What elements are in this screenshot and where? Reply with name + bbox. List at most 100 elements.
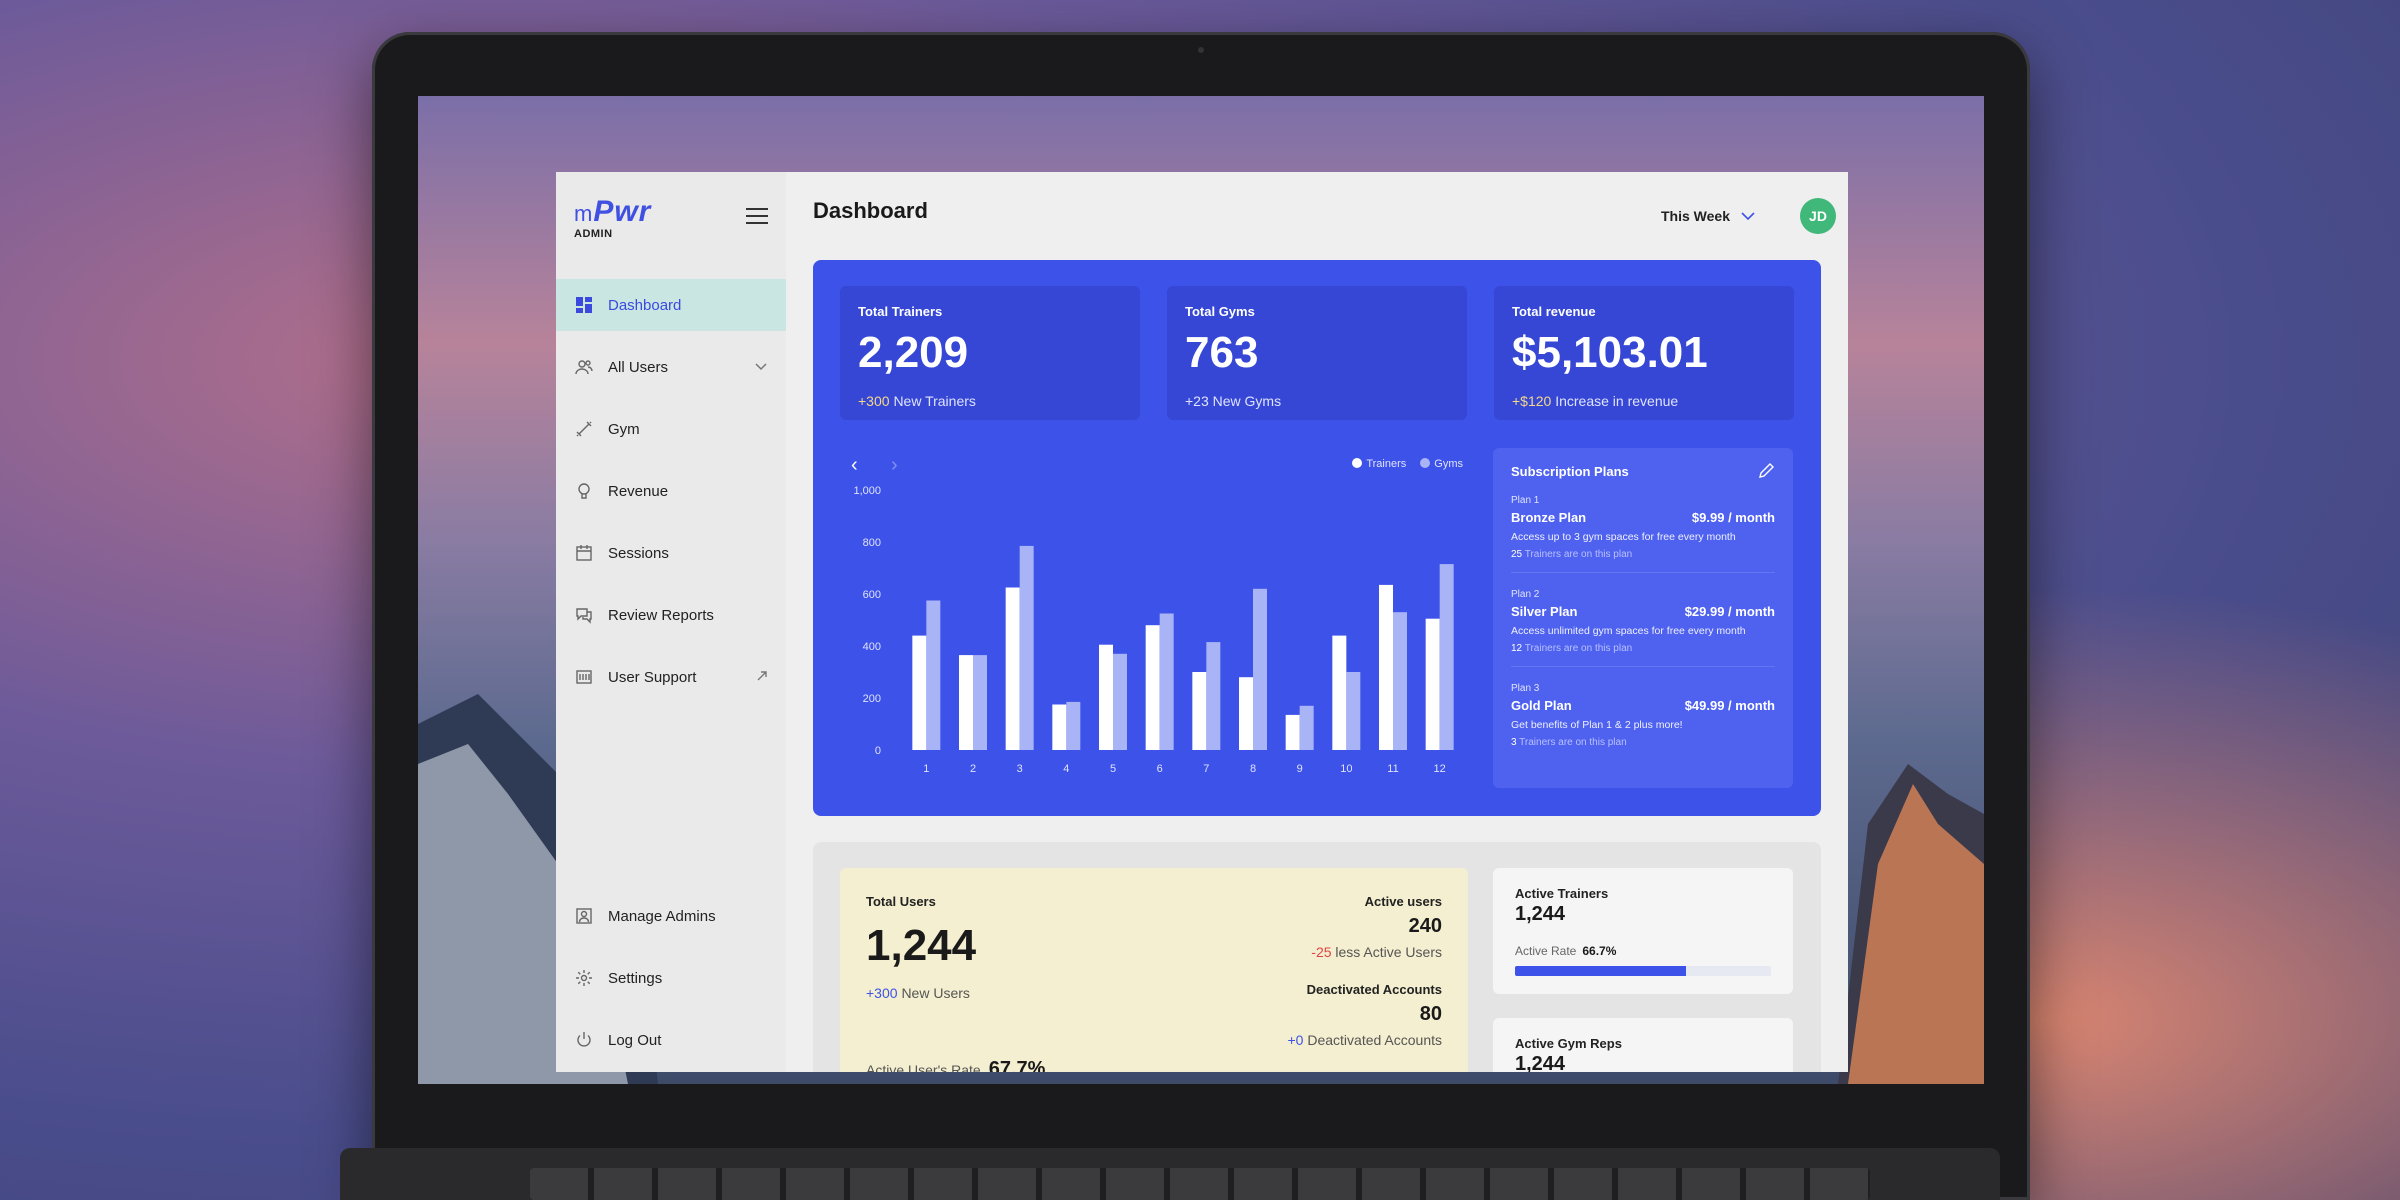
stat-card-revenue: Total revenue $5,103.01 +$120 Increase i… <box>1494 286 1794 420</box>
stat-value: $5,103.01 <box>1512 328 1708 377</box>
bar-trainers[interactable] <box>1099 644 1113 750</box>
main-content: Dashboard This Week JD Total Trainers 2,… <box>786 172 1848 1072</box>
sidebar-item-dashboard[interactable]: Dashboard <box>556 279 786 331</box>
bar-gyms[interactable] <box>1346 672 1361 750</box>
sidebar-item-manage-admins[interactable]: Manage Admins <box>556 890 786 942</box>
plan-name: Bronze Plan <box>1511 510 1587 525</box>
stat-delta-value: +$120 <box>1512 393 1552 409</box>
x-tick-label: 1 <box>923 763 929 775</box>
sidebar-item-settings[interactable]: Settings <box>556 952 786 1004</box>
stat-delta-value: +23 <box>1185 393 1209 409</box>
bar-trainers[interactable] <box>1239 677 1253 750</box>
sidebar-item-log-out[interactable]: Log Out <box>556 1014 786 1066</box>
chevron-right-icon[interactable]: › <box>891 454 898 476</box>
sidebar-item-label: Gym <box>608 420 640 438</box>
sidebar-item-all-users[interactable]: All Users <box>556 341 786 393</box>
stat-delta: +23 New Gyms <box>1185 393 1449 409</box>
stat-value: 2,209 <box>858 328 969 377</box>
bar-trainers[interactable] <box>1425 618 1440 750</box>
plans-title: Subscription Plans <box>1511 464 1629 479</box>
plan-count: 12 Trainers are on this plan <box>1511 643 1775 654</box>
bar-trainers[interactable] <box>1379 584 1393 750</box>
users-breakdown: Active users 240 -25 less Active Users D… <box>1288 894 1443 1048</box>
plan-count-value: 12 <box>1511 643 1523 654</box>
dumbbell-icon <box>574 419 594 439</box>
sidebar: mPwr ADMIN Dashboard All Users <box>556 172 786 1072</box>
external-link-icon <box>756 669 768 685</box>
bar-gyms[interactable] <box>973 655 987 750</box>
bar-trainers[interactable] <box>1332 635 1347 750</box>
edit-icon[interactable] <box>1757 462 1777 482</box>
sidebar-item-label: All Users <box>608 358 669 376</box>
bar-gyms[interactable] <box>1066 701 1081 750</box>
menu-toggle-icon[interactable] <box>746 208 768 224</box>
x-tick-label: 8 <box>1250 763 1256 775</box>
stat-label: Total Trainers <box>858 304 943 319</box>
plan-item[interactable]: Plan 2 Silver Plan $29.99 / month Access … <box>1511 589 1775 667</box>
sidebar-item-user-support[interactable]: User Support <box>556 651 786 703</box>
stat-label: Total Gyms <box>1185 304 1255 319</box>
plan-count: 25 Trainers are on this plan <box>1511 549 1775 560</box>
stat-card-trainers: Total Trainers 2,209 +300 New Trainers <box>840 286 1140 420</box>
bar-trainers[interactable] <box>1192 672 1207 750</box>
bar-trainers[interactable] <box>1145 625 1160 750</box>
x-tick-label: 12 <box>1434 763 1446 775</box>
bar-trainers[interactable] <box>1052 704 1067 751</box>
users-delta-value: +300 <box>866 985 898 1001</box>
chevron-down-icon[interactable] <box>754 359 768 375</box>
plan-count-text: Trainers are on this plan <box>1524 643 1633 654</box>
revenue-icon <box>574 481 594 501</box>
plan-description: Get benefits of Plan 1 & 2 plus more! <box>1511 719 1683 731</box>
bar-gyms[interactable] <box>1393 612 1407 750</box>
active-gym-reps-label: Active Gym Reps <box>1515 1036 1622 1051</box>
active-users-delta-text: less Active Users <box>1335 944 1442 960</box>
bar-gyms[interactable] <box>1113 653 1127 750</box>
plan-count-text: Trainers are on this plan <box>1524 549 1633 560</box>
bar-gyms[interactable] <box>1019 545 1034 750</box>
plan-item[interactable]: Plan 3 Gold Plan $49.99 / month Get benef… <box>1511 683 1775 760</box>
plan-number: Plan 3 <box>1511 683 1540 694</box>
stat-delta-text: New Trainers <box>893 393 976 409</box>
bar-gyms[interactable] <box>1159 613 1174 751</box>
sidebar-item-gym[interactable]: Gym <box>556 403 786 455</box>
plan-price: $9.99 / month <box>1691 510 1775 525</box>
sidebar-item-label: Sessions <box>608 544 669 562</box>
bar-gyms[interactable] <box>926 600 941 751</box>
legend-item: Gyms <box>1420 458 1463 470</box>
plan-description: Access up to 3 gym spaces for free every… <box>1511 531 1736 543</box>
bar-trainers[interactable] <box>1005 587 1020 751</box>
bar-trainers[interactable] <box>959 655 973 750</box>
x-tick-label: 10 <box>1340 763 1352 775</box>
bar-chart: ‹ › Trainers Gyms 0 200 400 600 800 1,000 1 2 3 4… <box>833 450 1473 800</box>
sidebar-item-revenue[interactable]: Revenue <box>556 465 786 517</box>
x-tick-label: 9 <box>1297 763 1303 775</box>
bar-gyms[interactable] <box>1299 705 1314 750</box>
calendar-icon <box>574 543 594 563</box>
chevron-left-icon[interactable]: ‹ <box>851 454 858 476</box>
bar-trainers[interactable] <box>912 635 927 750</box>
active-trainers-value: 1,244 <box>1515 903 1566 925</box>
laptop-frame: mPwr ADMIN Dashboard All Users <box>372 32 2030 1200</box>
sidebar-item-sessions[interactable]: Sessions <box>556 527 786 579</box>
bar-gyms[interactable] <box>1206 642 1221 750</box>
plan-item[interactable]: Plan 1 Bronze Plan $9.99 / month Access u… <box>1511 495 1775 573</box>
sidebar-item-label: Review Reports <box>608 606 714 624</box>
chat-icon <box>574 605 594 625</box>
bar-trainers[interactable] <box>1285 714 1300 750</box>
plan-count-value: 25 <box>1511 549 1523 560</box>
overview-panel: Total Trainers 2,209 +300 New Trainers T… <box>813 260 1821 816</box>
bar-gyms[interactable] <box>1253 588 1267 750</box>
stat-delta: +300 New Trainers <box>858 393 1122 409</box>
active-rate-value: 66.7% <box>1582 944 1617 958</box>
bar-gyms[interactable] <box>1439 564 1454 750</box>
sidebar-item-review-reports[interactable]: Review Reports <box>556 589 786 641</box>
users-panel: Total Users 1,244 +300 New Users Active … <box>813 842 1821 1072</box>
stat-card-gyms: Total Gyms 763 +23 New Gyms <box>1167 286 1467 420</box>
active-users-delta-value: -25 <box>1311 944 1332 960</box>
avatar[interactable]: JD <box>1800 198 1836 234</box>
period-selector[interactable]: This Week <box>1661 208 1756 224</box>
users-value: 1,244 <box>866 921 977 970</box>
admin-icon <box>574 906 594 926</box>
plan-description: Access unlimited gym spaces for free eve… <box>1511 625 1746 637</box>
plan-name: Silver Plan <box>1511 604 1578 619</box>
